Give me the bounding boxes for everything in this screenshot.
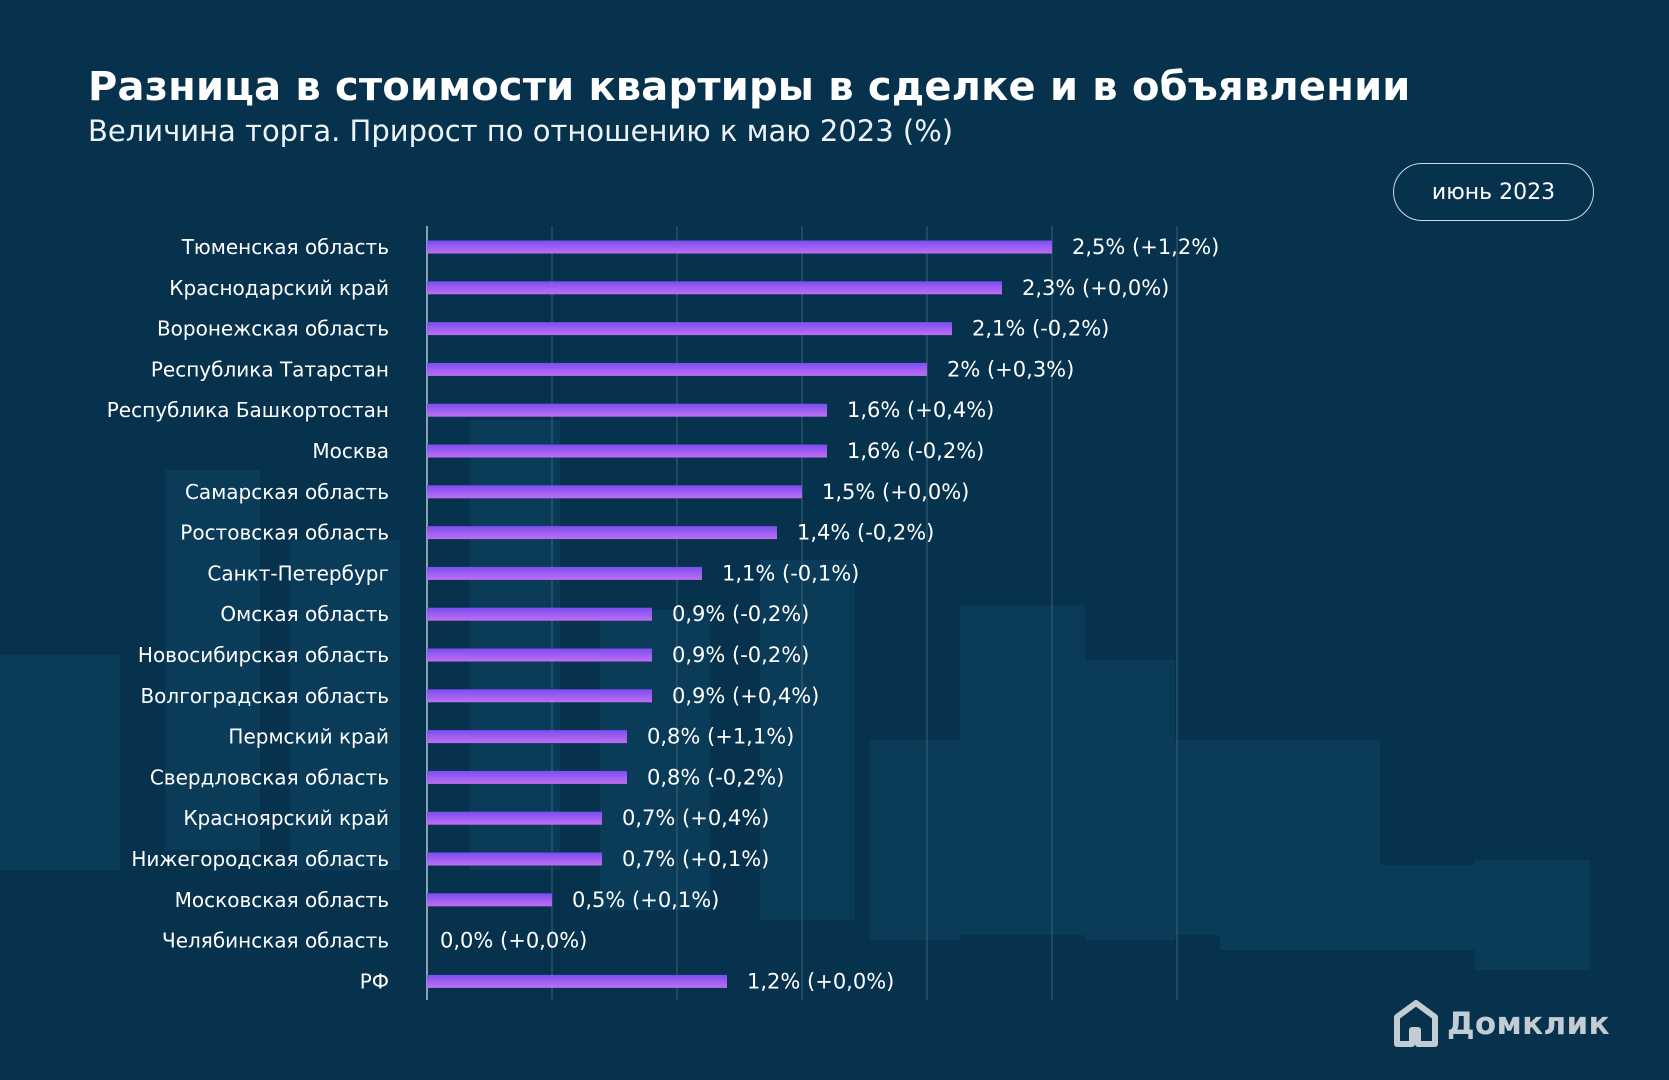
bar (427, 607, 652, 621)
bar (427, 648, 652, 662)
logo-text: Домклик (1447, 1006, 1610, 1042)
bar (427, 362, 927, 376)
category-label: Красноярский край (183, 806, 389, 830)
bar (427, 730, 627, 744)
data-label: 2,1% (-0,2%) (972, 317, 1109, 341)
data-label: 0,8% (+1,1%) (647, 725, 794, 749)
background-skyline-block (0, 655, 120, 870)
chart-title: Разница в стоимости квартиры в сделке и … (88, 64, 1411, 110)
data-label: 0,9% (-0,2%) (672, 643, 809, 667)
category-label: Тюменская область (181, 235, 389, 259)
data-label: 0,5% (+0,1%) (572, 888, 719, 912)
category-label: Москва (312, 439, 389, 463)
bars (427, 240, 1052, 988)
data-label: 0,8% (-0,2%) (647, 765, 784, 789)
background-skyline-block (760, 560, 855, 920)
category-label: Волгоградская область (140, 684, 389, 708)
data-label: 1,6% (-0,2%) (847, 439, 984, 463)
background-skyline-block (1475, 860, 1590, 970)
data-label: 1,1% (-0,1%) (722, 561, 859, 585)
bar (427, 403, 827, 417)
bar (427, 281, 1002, 295)
house-logo-icon (1394, 1000, 1438, 1047)
category-label: Самарская область (185, 480, 389, 504)
gridlines (426, 226, 1178, 1000)
data-label: 1,4% (-0,2%) (797, 521, 934, 545)
background-skyline-block (870, 740, 960, 940)
bar (427, 322, 952, 336)
category-label: Пермский край (228, 725, 389, 749)
chart-subtitle: Величина торга. Прирост по отношению к м… (88, 114, 954, 148)
bar (427, 526, 777, 540)
data-label: 2,5% (+1,2%) (1072, 235, 1219, 259)
background-skyline-block (165, 470, 260, 850)
bar (427, 566, 702, 580)
labels: Тюменская область 2,5% (+1,2%) Краснодарск… (107, 235, 1220, 993)
category-label: Свердловская область (150, 765, 389, 789)
data-label: 1,2% (+0,0%) (747, 969, 894, 993)
data-label: 1,5% (+0,0%) (822, 480, 969, 504)
category-label: Нижегородская область (131, 847, 389, 871)
data-label: 0,0% (+0,0%) (440, 929, 587, 953)
category-label: Республика Татарстан (151, 357, 389, 381)
background-skyline-block (1380, 865, 1475, 950)
data-label: 1,6% (+0,4%) (847, 398, 994, 422)
category-label: Воронежская область (157, 317, 389, 341)
bar (427, 444, 827, 458)
data-label: 0,9% (-0,2%) (672, 602, 809, 626)
data-label: 0,7% (+0,1%) (622, 847, 769, 871)
category-label: Краснодарский край (169, 276, 389, 300)
domclick-logo: Домклик (1394, 1000, 1610, 1048)
category-label: Омская область (220, 602, 389, 626)
background-skyline-block (960, 605, 1085, 935)
category-label: Челябинская область (162, 929, 389, 953)
category-label: Санкт-Петербург (207, 561, 389, 585)
category-label: Московская область (175, 888, 389, 912)
bar (427, 240, 1052, 254)
bar (427, 770, 627, 784)
category-label: Новосибирская область (138, 643, 389, 667)
category-label: РФ (360, 969, 389, 993)
bar (427, 811, 602, 825)
data-label: 0,7% (+0,4%) (622, 806, 769, 830)
bar (427, 893, 552, 907)
background-skyline-block (290, 540, 400, 870)
bar (427, 485, 802, 499)
category-label: Республика Башкортостан (107, 398, 389, 422)
category-label: Ростовская область (180, 521, 389, 545)
bar (427, 689, 652, 703)
background-skyline-block (1220, 740, 1380, 950)
background-skyline-block (1085, 660, 1175, 940)
data-label: 2,3% (+0,0%) (1022, 276, 1169, 300)
data-label: 2% (+0,3%) (947, 357, 1074, 381)
period-selector[interactable]: июнь 2023 (1393, 163, 1594, 221)
bar (427, 974, 727, 988)
bar (427, 852, 602, 866)
data-label: 0,9% (+0,4%) (672, 684, 819, 708)
